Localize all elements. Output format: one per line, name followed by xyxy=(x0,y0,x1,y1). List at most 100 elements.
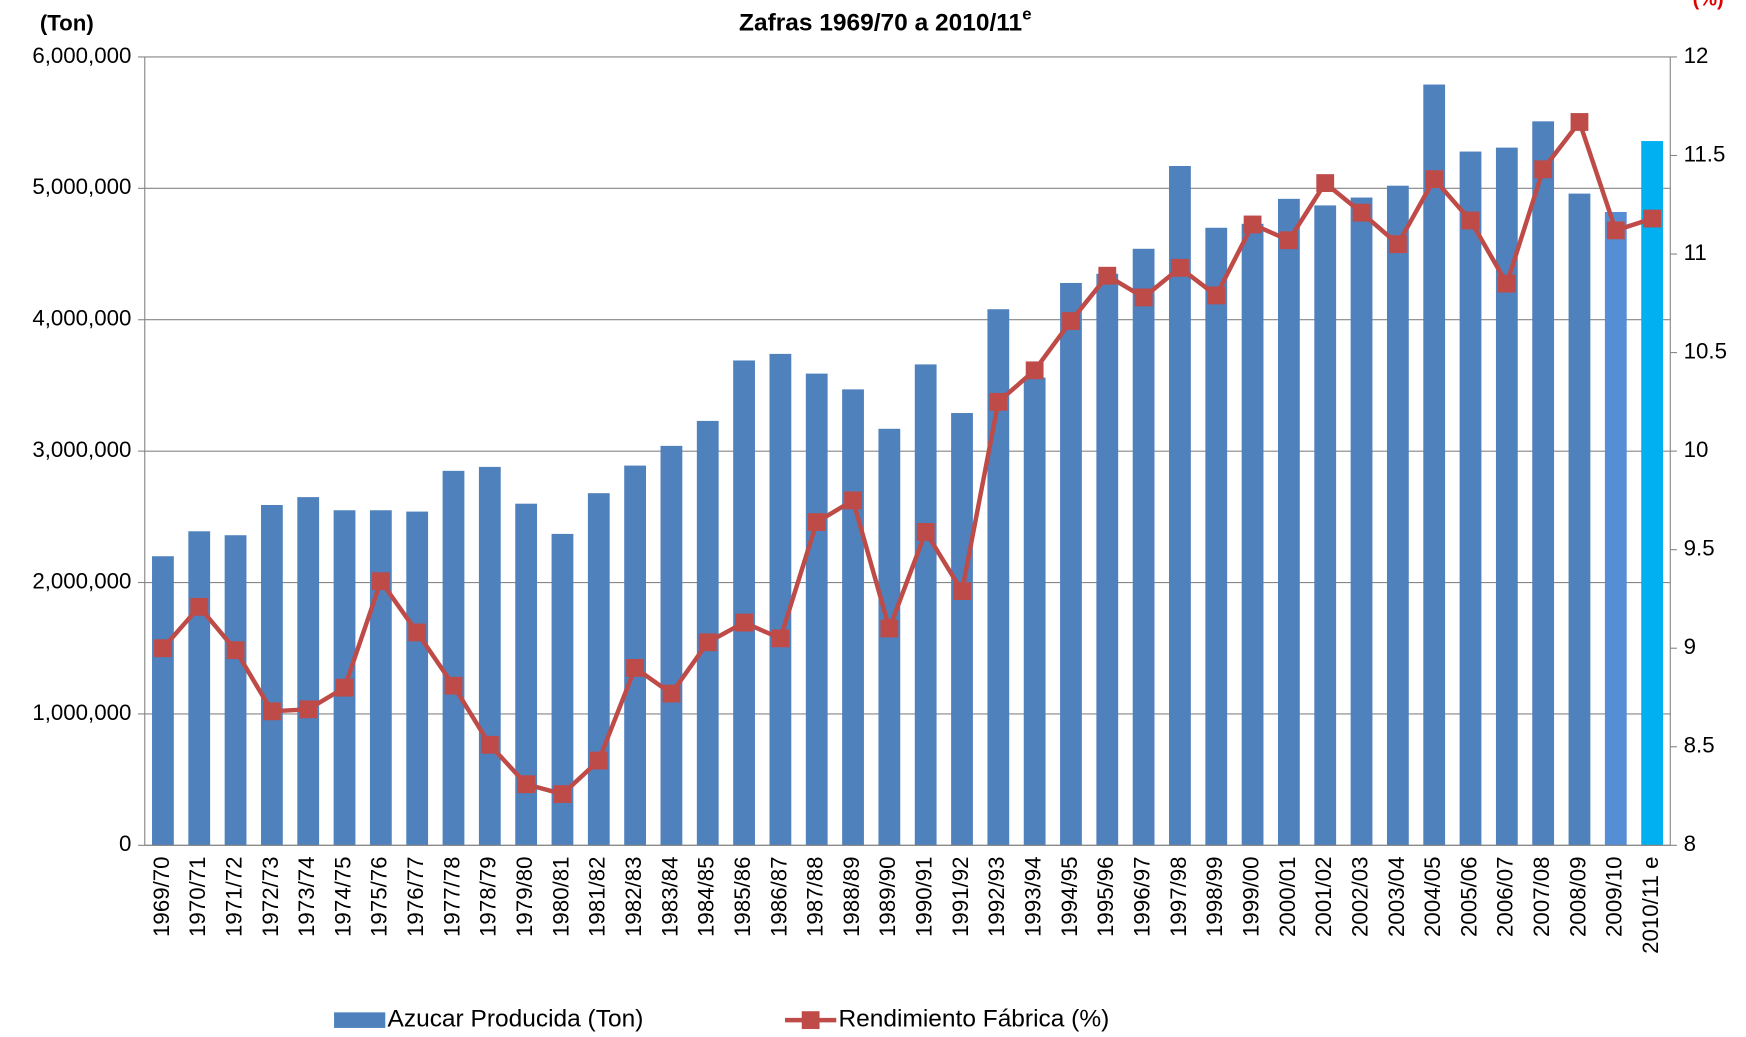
x-tick-label: 1990/91 xyxy=(912,856,937,937)
x-tick-label: 1977/78 xyxy=(439,856,464,937)
bar xyxy=(1641,141,1664,846)
x-tick-label: 1994/95 xyxy=(1057,856,1082,937)
line-marker xyxy=(1171,258,1189,277)
bar xyxy=(914,364,937,846)
bar xyxy=(297,497,320,846)
x-tick-label: 1987/88 xyxy=(803,856,828,937)
bar xyxy=(515,503,538,846)
line-marker xyxy=(1388,235,1407,254)
line-marker xyxy=(1570,113,1589,131)
bar xyxy=(624,465,647,846)
bar xyxy=(1205,227,1228,846)
legend-swatch xyxy=(334,1012,386,1028)
bar xyxy=(769,353,792,846)
x-tick-label: 1993/94 xyxy=(1021,856,1046,937)
line-marker xyxy=(1316,174,1335,192)
x-tick-label: 2006/07 xyxy=(1493,856,1518,937)
line-marker xyxy=(154,639,172,658)
line-marker xyxy=(299,700,318,719)
line-marker xyxy=(371,572,390,591)
x-tick-label: 1970/71 xyxy=(185,856,210,937)
bar xyxy=(1023,377,1046,846)
bar xyxy=(1495,147,1518,846)
line-marker xyxy=(226,641,245,660)
line-marker xyxy=(444,676,463,695)
x-tick-label: 1985/86 xyxy=(730,856,755,937)
line-marker xyxy=(1606,221,1625,240)
x-tick-label: 1986/87 xyxy=(766,856,791,937)
line-marker xyxy=(1062,312,1080,330)
line-marker xyxy=(408,623,427,642)
line-marker xyxy=(1352,203,1371,222)
legend-label: Rendimiento Fábrica (%) xyxy=(838,1006,1109,1033)
x-tick-label: 1991/92 xyxy=(948,856,973,937)
y2-tick-label: 11.5 xyxy=(1684,141,1726,166)
line-marker xyxy=(1425,170,1444,189)
line-marker xyxy=(626,659,645,677)
line-marker xyxy=(1534,160,1553,179)
bar xyxy=(1568,193,1591,846)
legend-label: Azucar Producida (Ton) xyxy=(388,1006,644,1033)
line-marker xyxy=(1098,266,1117,285)
bar xyxy=(1314,205,1337,846)
x-tick-label: 2002/03 xyxy=(1347,856,1372,937)
line-marker xyxy=(1243,215,1262,234)
x-tick-label: 1974/75 xyxy=(330,856,355,937)
x-tick-label: 2000/01 xyxy=(1275,856,1300,937)
x-tick-label: 2010/11 e xyxy=(1638,856,1663,953)
bar xyxy=(805,373,828,846)
x-tick-label: 2009/10 xyxy=(1602,856,1627,937)
x-tick-label: 1971/72 xyxy=(221,856,246,937)
x-tick-label: 1992/93 xyxy=(984,856,1009,937)
x-tick-label: 2005/06 xyxy=(1456,856,1481,937)
bar xyxy=(1241,223,1264,846)
bar xyxy=(1096,273,1119,846)
line-marker xyxy=(1134,288,1153,307)
line-marker xyxy=(916,523,935,541)
y2-tick-label: 8 xyxy=(1684,831,1696,856)
line-marker xyxy=(1461,211,1480,230)
bar xyxy=(1386,185,1409,846)
line-marker xyxy=(844,491,862,510)
y-tick-label: 0 xyxy=(119,831,131,856)
bar xyxy=(1423,84,1446,846)
line-marker xyxy=(1643,209,1662,228)
x-tick-label: 1999/00 xyxy=(1238,856,1263,937)
line-marker xyxy=(1279,231,1298,250)
y-tick-label: 3,000,000 xyxy=(32,437,131,462)
chart-title: Zafras 1969/70 a 2010/11e xyxy=(739,5,1031,37)
bar xyxy=(1278,198,1300,846)
x-tick-label: 2003/04 xyxy=(1384,856,1409,937)
bar xyxy=(733,360,755,846)
bar xyxy=(478,466,501,846)
bar xyxy=(1060,282,1082,846)
line-marker xyxy=(662,684,681,703)
legend-swatch xyxy=(801,1011,820,1030)
x-tick-label: 1980/81 xyxy=(548,856,573,937)
line-marker xyxy=(807,513,826,531)
bar xyxy=(369,510,392,846)
y-tick-label: 1,000,000 xyxy=(32,700,131,725)
y-axis-label: (Ton) xyxy=(40,11,94,36)
line-marker xyxy=(589,751,608,770)
line-marker xyxy=(335,678,354,697)
bar xyxy=(406,511,429,846)
line-marker xyxy=(953,582,971,600)
x-tick-label: 2008/09 xyxy=(1565,856,1590,937)
line-marker xyxy=(1497,274,1516,293)
x-tick-label: 2001/02 xyxy=(1311,856,1336,937)
line-marker xyxy=(517,775,536,794)
line-marker xyxy=(553,785,572,803)
x-tick-label: 1969/70 xyxy=(149,856,174,937)
x-tick-label: 1984/85 xyxy=(694,856,719,937)
x-tick-label: 1981/82 xyxy=(585,856,610,937)
bar xyxy=(1532,121,1555,846)
x-tick-label: 2004/05 xyxy=(1420,856,1445,937)
y-tick-label: 5,000,000 xyxy=(32,174,131,199)
bar xyxy=(951,413,973,846)
x-tick-label: 1989/90 xyxy=(875,856,900,937)
y2-axis-label: (%) xyxy=(1693,0,1724,10)
bar xyxy=(224,535,247,846)
x-tick-label: 1997/98 xyxy=(1166,856,1191,937)
